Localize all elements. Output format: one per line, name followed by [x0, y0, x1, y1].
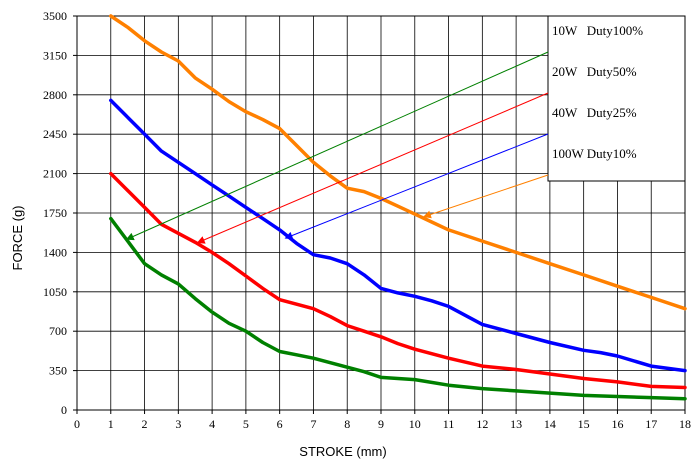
x-tick-label: 2 [142, 417, 148, 431]
x-tick-label: 1 [108, 417, 114, 431]
legend-arrow-2 [284, 133, 549, 240]
y-tick-label: 3150 [43, 48, 67, 62]
series-line-2 [109, 98, 687, 373]
y-tick-label: 2800 [43, 88, 67, 102]
x-axis-label: STROKE (mm) [299, 444, 386, 459]
legend-arrow-1 [196, 92, 549, 244]
x-tick-label: 7 [310, 417, 316, 431]
y-tick-label: 2450 [43, 127, 67, 141]
x-tick-label: 9 [378, 417, 384, 431]
legend-arrow-3 [423, 174, 549, 219]
legend-arrows [125, 51, 549, 244]
tick-labels: 0 1 2 3 4 5 6 7 8 9 10 11 12 13 14 15 16 17 18035070010501… [43, 9, 691, 431]
x-tick-label: 10 [409, 417, 421, 431]
legend-label-2: 40W Duty25% [552, 105, 637, 120]
x-tick-label: 12 [476, 417, 488, 431]
y-tick-label: 3500 [43, 9, 67, 23]
y-tick-label: 1400 [43, 245, 67, 259]
x-tick-label: 18 [679, 417, 691, 431]
legend-label-1: 20W Duty50% [552, 64, 637, 79]
y-tick-label: 700 [49, 324, 67, 338]
y-axis-label: FORCE (g) [10, 206, 25, 271]
x-tick-label: 14 [544, 417, 556, 431]
x-tick-label: 0 [74, 417, 80, 431]
x-tick-label: 8 [344, 417, 350, 431]
y-tick-label: 1050 [43, 285, 67, 299]
legend-box [547, 15, 686, 182]
legend-arrow-0 [125, 51, 549, 241]
y-tick-label: 2100 [43, 167, 67, 181]
legend-label-3: 100W Duty10% [552, 146, 637, 161]
x-tick-label: 16 [611, 417, 623, 431]
x-tick-label: 3 [175, 417, 181, 431]
x-tick-label: 11 [443, 417, 455, 431]
x-tick-label: 17 [645, 417, 657, 431]
x-tick-label: 6 [277, 417, 283, 431]
x-tick-label: 5 [243, 417, 249, 431]
x-tick-label: 13 [510, 417, 522, 431]
x-tick-label: 4 [209, 417, 215, 431]
legend-label-0: 10W Duty100% [552, 23, 643, 38]
legend: 10W Duty100% 20W Duty50% 40W Duty25% 100W D… [547, 15, 686, 182]
x-tick-label: 15 [578, 417, 590, 431]
y-tick-label: 1750 [43, 206, 67, 220]
series-line-0 [109, 216, 687, 401]
y-tick-label: 350 [49, 364, 67, 378]
series-line-1 [109, 171, 687, 390]
y-tick-label: 0 [61, 403, 67, 417]
